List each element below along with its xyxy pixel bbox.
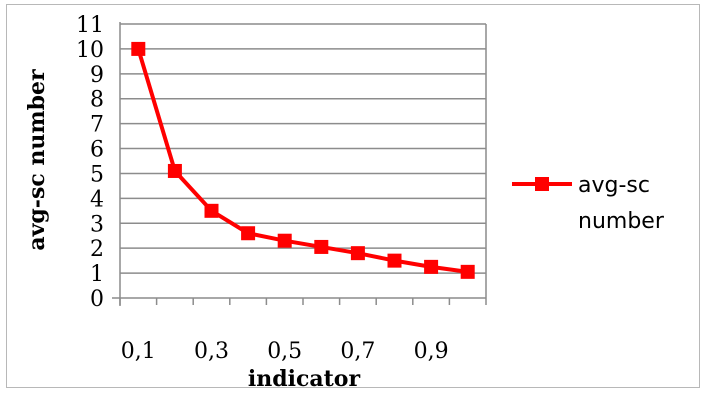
data-point	[424, 259, 439, 274]
y-tick-label: 11	[76, 13, 104, 38]
legend-label-line2: number	[578, 209, 665, 234]
y-tick-label: 5	[90, 162, 104, 187]
y-tick-label: 0	[90, 287, 104, 312]
chart-frame	[6, 4, 700, 388]
x-tick-label: 0,5	[267, 339, 302, 364]
data-point	[167, 163, 182, 178]
x-tick-label: 0,9	[414, 339, 449, 364]
data-point	[387, 253, 402, 268]
series-layer	[131, 41, 475, 279]
y-tick-label: 4	[90, 187, 104, 212]
legend-marker	[535, 177, 549, 191]
grid-lines	[120, 23, 486, 274]
x-tick-label: 0,1	[121, 339, 156, 364]
y-tick-label: 1	[90, 262, 104, 287]
x-tick-label: 0,7	[340, 339, 375, 364]
data-point	[314, 239, 329, 254]
axes	[112, 22, 487, 306]
y-tick-label: 2	[90, 237, 104, 262]
y-tick-label: 10	[76, 38, 104, 63]
y-axis-title: avg-sc number	[24, 69, 50, 251]
legend: avg-sc number	[512, 173, 665, 234]
y-tick-label: 7	[90, 113, 104, 138]
x-axis-title: indicator	[248, 366, 361, 392]
data-point	[350, 246, 365, 261]
series-line	[136, 48, 468, 274]
y-tick-label: 9	[90, 63, 104, 88]
x-tick-labels: 0,1 0,3 0,5 0,7 0,9	[121, 339, 449, 364]
data-point	[131, 41, 146, 56]
y-tick-label: 6	[90, 138, 104, 163]
data-point	[460, 264, 475, 279]
data-point	[277, 233, 292, 248]
x-tick-label: 0,3	[194, 339, 229, 364]
y-tick-label: 8	[90, 88, 104, 113]
data-point	[204, 203, 219, 218]
legend-label-line1: avg-sc	[578, 173, 650, 198]
data-point	[241, 226, 256, 241]
y-tick-label: 3	[90, 212, 104, 237]
